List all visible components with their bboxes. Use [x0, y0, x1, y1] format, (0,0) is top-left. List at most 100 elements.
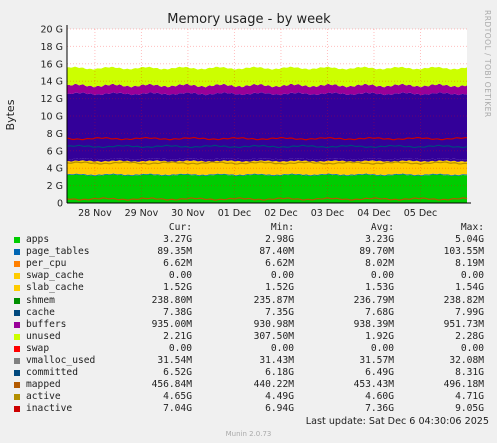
area-buffers [67, 83, 467, 96]
x-tick-label: 29 Nov [125, 208, 159, 219]
legend-row-vmalloc_used: vmalloc_used 31.54M 31.43M 31.57M 32.08M [14, 355, 490, 367]
legend-swatch [14, 333, 20, 340]
legend-name: unused [26, 330, 61, 342]
legend-rows: apps 3.27G 2.98G 3.23G 5.04G page_tables 89.35… [14, 234, 490, 415]
legend-cur: 89.35M [157, 246, 192, 258]
legend-cur: 3.27G [163, 234, 192, 246]
legend-row-page_tables: page_tables 89.35M 87.40M 89.70M 103.55M [14, 246, 490, 258]
legend-cur: 31.54M [157, 355, 192, 367]
legend-max: 2.28G [455, 330, 484, 342]
y-tick-label: 10 G [41, 112, 63, 123]
legend-row-slab_cache: slab_cache 1.52G 1.52G 1.53G 1.54G [14, 282, 490, 294]
legend-max: 0.00 [460, 270, 484, 282]
legend-name: committed [26, 367, 78, 379]
legend-cur: 6.52G [163, 367, 192, 379]
legend-cur: 0.00 [168, 342, 192, 354]
legend-avg: 0.00 [370, 342, 394, 354]
munin-version: Munin 2.0.73 [225, 430, 272, 438]
x-tick-label: 04 Dec [357, 208, 391, 219]
legend-row-inactive: inactive 7.04G 6.94G 7.36G 9.05G [14, 403, 490, 415]
legend-min: 4.49G [265, 391, 294, 403]
legend-min: 235.87M [253, 294, 294, 306]
legend-avg: 6.49G [365, 367, 394, 379]
legend-min: 6.94G [265, 403, 294, 415]
legend-swatch [14, 285, 20, 292]
legend-max: 103.55M [443, 246, 484, 258]
legend-cur: 0.00 [168, 270, 192, 282]
rrdtool-credit: RRDTOOL / TOBI OETIKER [483, 10, 492, 118]
line-mapped [66, 197, 468, 201]
legend-max: 951.73M [443, 318, 484, 330]
legend-cur: 2.21G [163, 330, 192, 342]
legend-max: 32.08M [449, 355, 484, 367]
area-slab_cache [67, 160, 467, 176]
legend-min: 7.35G [265, 306, 294, 318]
legend-avg: 7.36G [365, 403, 394, 415]
last-update: Last update: Sat Dec 6 04:30:06 2025 [305, 416, 489, 427]
legend-name: per_cpu [26, 258, 67, 270]
line-committed [66, 144, 468, 149]
legend-row-cache: cache 7.38G 7.35G 7.68G 7.99G [14, 307, 490, 319]
area-per_cpu [67, 173, 467, 176]
legend-avg: 7.68G [365, 306, 394, 318]
x-tick-label: 30 Nov [171, 208, 205, 219]
x-tick-label: 01 Dec [218, 208, 252, 219]
legend-name: inactive [26, 403, 73, 415]
line-active [66, 161, 468, 165]
legend-min: 930.98M [253, 318, 294, 330]
legend-swatch [14, 406, 20, 413]
legend-avg: 0.00 [370, 270, 394, 282]
legend-avg: 453.43M [353, 379, 394, 391]
y-tick-label: 4 G [47, 164, 63, 175]
legend-row-per_cpu: per_cpu 6.62M 6.62M 8.02M 8.19M [14, 258, 490, 270]
y-tick-label: 20 G [41, 25, 63, 36]
legend-swatch [14, 358, 20, 365]
plot-area: 0 2 G 4 G 6 G 8 G 10 G 12 G 14 G 16 G 18 G 20 G 28 … [41, 25, 471, 219]
x-tick-label: 28 Nov [78, 208, 112, 219]
legend-cur: 456.84M [151, 379, 192, 391]
legend-row-committed: committed 6.52G 6.18G 6.49G 8.31G [14, 367, 490, 379]
legend-row-unused: unused 2.21G 307.50M 1.92G 2.28G [14, 331, 490, 343]
legend-max: 8.19M [455, 258, 484, 270]
legend-row-active: active 4.65G 4.49G 4.60G 4.71G [14, 391, 490, 403]
memory-chart: Memory usage - by week Bytes RRDTOOL / T… [4, 10, 492, 219]
legend-header: Cur: Min: Avg: Max: [14, 222, 490, 234]
legend-max: 0.00 [460, 342, 484, 354]
legend-swatch [14, 309, 20, 316]
legend-min: 0.00 [270, 342, 294, 354]
legend-name: slab_cache [26, 282, 84, 294]
legend-header-max: Max: [460, 222, 484, 233]
legend-swatch [14, 321, 20, 328]
y-tick-label: 16 G [41, 59, 63, 70]
legend-min: 307.50M [253, 330, 294, 342]
legend-max: 1.54G [455, 282, 484, 294]
legend-row-buffers: buffers 935.00M 930.98M 938.39M 951.73M [14, 319, 490, 331]
y-tick-label: 14 G [41, 77, 63, 88]
legend-cur: 7.04G [163, 403, 192, 415]
legend-header-avg: Avg: [370, 222, 394, 233]
legend-max: 7.99G [455, 306, 484, 318]
legend-swatch [14, 394, 20, 401]
area-apps [67, 174, 467, 203]
area-page_tables [67, 173, 467, 177]
legend-row-mapped: mapped 456.84M 440.22M 453.43M 496.18M [14, 379, 490, 391]
legend-name: vmalloc_used [26, 355, 96, 367]
legend-name: active [26, 391, 61, 403]
line-inactive [66, 136, 468, 141]
legend-table: Cur: Min: Avg: Max: apps 3.27G 2.98G 3.23G 5… [14, 222, 490, 416]
legend-swatch [14, 237, 20, 244]
legend-min: 1.52G [265, 282, 294, 294]
legend-name: swap_cache [26, 270, 84, 282]
y-tick-label: 0 [57, 199, 63, 210]
legend-avg: 8.02M [365, 258, 394, 270]
area-cache [67, 92, 467, 160]
legend-row-apps: apps 3.27G 2.98G 3.23G 5.04G [14, 234, 490, 246]
legend-min: 6.62M [265, 258, 294, 270]
y-tick-label: 18 G [41, 42, 63, 53]
legend-swatch [14, 370, 20, 377]
legend-max: 4.71G [455, 391, 484, 403]
legend-name: buffers [26, 318, 67, 330]
legend-row-shmem: shmem 238.80M 235.87M 236.79M 238.82M [14, 295, 490, 307]
legend-avg: 938.39M [353, 318, 394, 330]
legend-avg: 4.60G [365, 391, 394, 403]
